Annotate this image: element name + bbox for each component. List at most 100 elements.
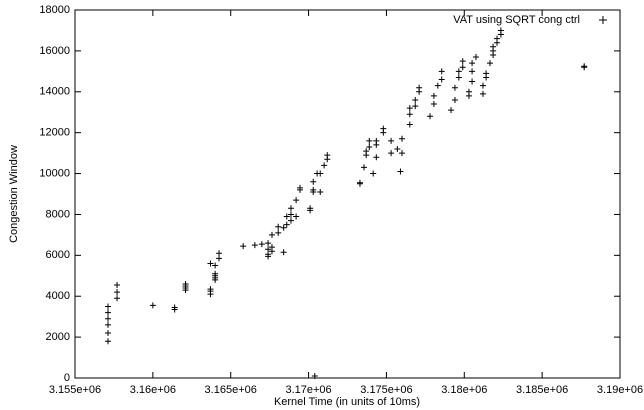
data-point (469, 78, 476, 85)
x-tick-label: 3.185e+06 (516, 384, 568, 396)
data-point (469, 68, 476, 75)
data-point (412, 103, 419, 110)
data-point (465, 88, 472, 95)
data-point (430, 92, 437, 99)
data-point (448, 107, 455, 114)
x-tick-label: 3.155e+06 (49, 384, 101, 396)
data-point (258, 241, 265, 248)
data-point (216, 255, 223, 262)
x-tick-label: 3.18e+06 (441, 384, 487, 396)
data-point (459, 64, 466, 71)
data-point (105, 315, 112, 322)
data-point (268, 231, 275, 238)
data-point (479, 82, 486, 89)
data-point (287, 217, 294, 224)
y-tick-label: 4000 (46, 290, 70, 302)
data-point (207, 260, 214, 267)
data-point (212, 262, 219, 269)
x-axis-label: Kernel Time (in units of 10ms) (274, 396, 420, 408)
data-point (293, 197, 300, 204)
data-point (406, 111, 413, 118)
y-tick-label: 18000 (39, 4, 70, 16)
data-point (581, 63, 588, 70)
y-tick-label: 12000 (39, 127, 70, 139)
y-tick-label: 14000 (39, 86, 70, 98)
data-point (105, 321, 112, 328)
data-point (283, 221, 290, 228)
data-point (459, 58, 466, 65)
data-point (265, 240, 272, 247)
data-point (490, 43, 497, 50)
data-point (297, 184, 304, 191)
data-point (416, 84, 423, 91)
data-point (287, 205, 294, 212)
data-point (114, 295, 121, 302)
data-point (265, 246, 272, 253)
y-axis-label: Congestion Window (8, 145, 20, 243)
data-point (388, 137, 395, 144)
data-point (105, 338, 112, 345)
data-point (207, 286, 214, 293)
y-tick-label: 6000 (46, 249, 70, 261)
data-point (363, 148, 370, 155)
y-tick-label: 16000 (39, 45, 70, 57)
data-point (366, 143, 373, 150)
data-point (438, 76, 445, 83)
data-point (469, 60, 476, 67)
data-point (310, 178, 317, 185)
data-point (479, 90, 486, 97)
data-point (265, 251, 272, 258)
data-point (427, 113, 434, 120)
data-point (280, 224, 287, 231)
legend-marker (599, 16, 607, 24)
data-point (399, 150, 405, 157)
y-tick-label: 2000 (46, 331, 70, 343)
data-point (317, 188, 324, 195)
data-point (268, 244, 275, 251)
data-point (275, 229, 282, 236)
data-point (373, 154, 380, 161)
data-point (307, 205, 314, 212)
data-point (105, 303, 112, 310)
y-tick-label: 0 (64, 372, 70, 384)
y-tick-label: 8000 (46, 208, 70, 220)
data-point (182, 280, 189, 287)
data-point (114, 281, 121, 288)
x-tick-label: 3.175e+06 (360, 384, 412, 396)
y-tick-label: 10000 (39, 167, 70, 179)
x-tick-label: 3.17e+06 (285, 384, 331, 396)
data-point (293, 213, 300, 220)
data-point (412, 96, 419, 103)
data-point (324, 152, 331, 159)
data-point (317, 170, 324, 177)
data-point (370, 170, 377, 177)
data-point (366, 137, 373, 144)
data-point (105, 330, 112, 337)
data-point (430, 101, 437, 108)
data-point (399, 135, 405, 142)
data-point (280, 249, 287, 256)
data-point (394, 146, 401, 153)
data-point (434, 82, 441, 89)
data-point (149, 302, 156, 309)
data-point (251, 242, 258, 249)
data-point (486, 60, 493, 67)
data-point (493, 35, 500, 42)
data-point (240, 243, 247, 250)
data-point (455, 74, 462, 81)
data-point (406, 121, 413, 128)
data-point (310, 186, 317, 193)
data-point (287, 211, 294, 218)
data-point (483, 70, 490, 77)
data-point (380, 125, 387, 132)
data-point (283, 213, 290, 220)
data-point (472, 54, 479, 61)
data-point (216, 250, 223, 257)
data-point (212, 270, 219, 277)
data-point (397, 168, 404, 175)
data-point (406, 105, 413, 112)
plot-frame (74, 9, 621, 379)
data-point (438, 68, 445, 75)
x-tick-label: 3.165e+06 (205, 384, 257, 396)
